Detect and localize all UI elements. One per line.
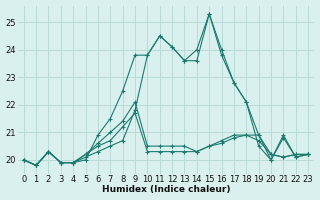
X-axis label: Humidex (Indice chaleur): Humidex (Indice chaleur) — [102, 185, 230, 194]
